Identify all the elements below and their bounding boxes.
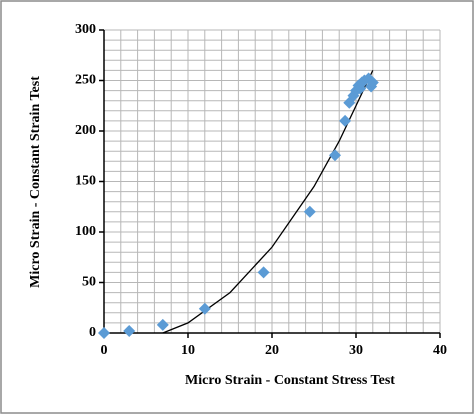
data-point — [303, 205, 316, 218]
x-tick-label: 0 — [101, 343, 108, 358]
data-point — [339, 114, 352, 127]
x-tick-label: 40 — [433, 343, 447, 358]
data-point — [98, 327, 110, 339]
trendline — [162, 70, 374, 334]
y-tick-label: 150 — [75, 174, 96, 189]
data-point — [366, 76, 379, 89]
y-tick-label: 300 — [75, 22, 96, 37]
data-point — [257, 266, 270, 279]
y-tick-label: 200 — [75, 123, 96, 138]
y-axis-title: Micro Strain - Constant Strain Test — [28, 76, 43, 288]
x-tick-label: 10 — [181, 343, 195, 358]
y-tick-label: 50 — [82, 275, 96, 290]
y-tick-label: 0 — [89, 325, 96, 340]
data-point — [123, 324, 136, 337]
y-tick-label: 100 — [75, 224, 96, 239]
data-point — [198, 302, 211, 315]
data-point — [156, 318, 169, 331]
data-point — [329, 149, 341, 162]
x-tick-label: 30 — [349, 343, 363, 358]
x-axis-title: Micro Strain - Constant Stress Test — [185, 373, 395, 388]
y-tick-label: 250 — [75, 73, 96, 88]
x-tick-label: 20 — [265, 343, 279, 358]
